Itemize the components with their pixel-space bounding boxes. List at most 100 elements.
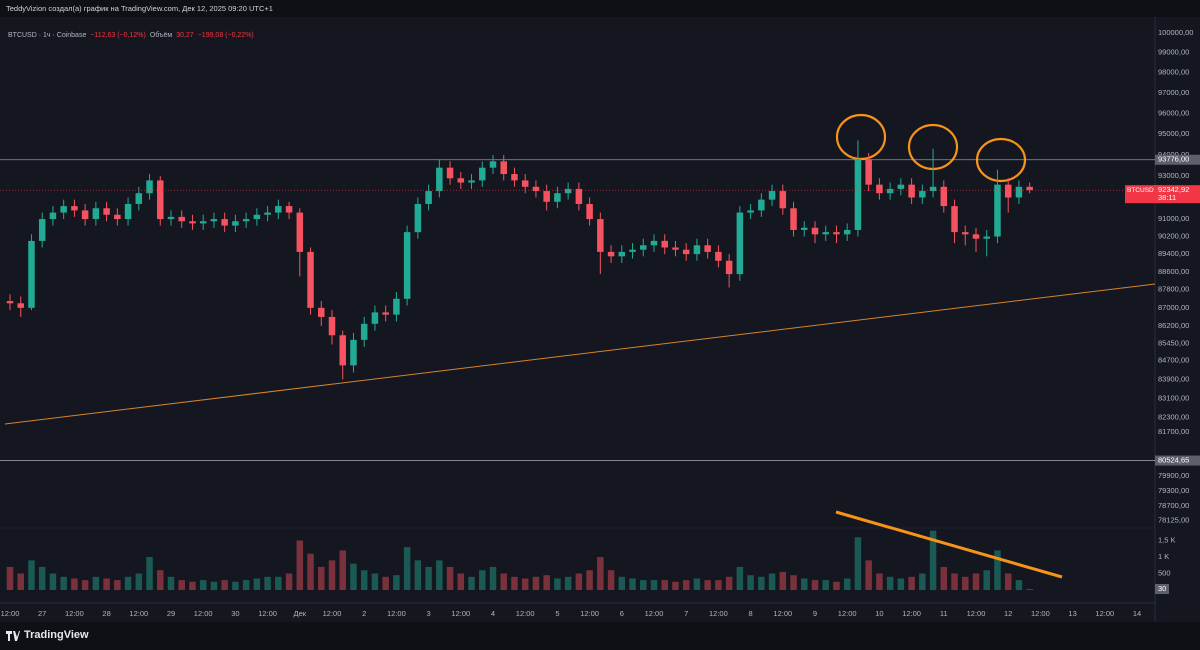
volume-bar <box>425 566 432 590</box>
y-tick-label: 78700,00 <box>1158 501 1189 510</box>
volume-bar <box>446 566 454 590</box>
volume-bar <box>38 566 46 590</box>
candle-body <box>71 206 78 211</box>
volume-trend-line <box>835 510 1063 579</box>
volume-bar <box>897 578 905 590</box>
volume-bar <box>49 573 57 590</box>
candle-body <box>28 240 35 308</box>
y-tick-label: 79300,00 <box>1158 486 1189 495</box>
volume-bar <box>822 580 829 590</box>
level-label-box <box>1155 154 1200 165</box>
candle-body <box>17 303 24 308</box>
candle-body <box>489 161 497 168</box>
candle-body <box>210 219 218 222</box>
volume-bar <box>672 581 679 590</box>
candle-body <box>307 251 314 308</box>
candle-body <box>371 312 379 324</box>
volume-bar <box>929 530 937 590</box>
x-tick-label: 14 <box>1133 609 1141 618</box>
candle-body <box>865 159 872 185</box>
volume-bar <box>843 578 851 590</box>
y-tick-label: 94000,00 <box>1158 150 1189 159</box>
x-tick-label: 5 <box>555 609 559 618</box>
candle-body <box>962 232 969 235</box>
volume-bar <box>983 570 990 590</box>
candle-body <box>575 188 583 204</box>
x-tick-label: 12:00 <box>258 609 277 618</box>
candle-body <box>242 219 250 222</box>
highlight-circle <box>835 113 887 161</box>
candle-body <box>704 245 711 252</box>
candle-body <box>908 184 915 198</box>
volume-value: 30,27 <box>176 32 194 39</box>
volume-bar <box>940 566 948 590</box>
candle-body <box>403 232 411 299</box>
volume-tick-label: 1 K <box>1158 552 1169 561</box>
volume-bar <box>146 557 153 590</box>
candle-body <box>618 251 626 257</box>
volume-bar <box>854 537 862 590</box>
volume-bar <box>951 573 958 590</box>
level-label: 80524,65 <box>1158 456 1189 465</box>
candle-body <box>500 161 507 175</box>
candle-body <box>360 323 368 340</box>
candle-body <box>339 335 346 366</box>
brand: TradingView <box>24 629 89 641</box>
candle-body <box>479 167 486 181</box>
x-tick-label: 11 <box>940 609 948 618</box>
volume-bar <box>81 580 89 590</box>
x-tick-label: 12:00 <box>902 609 921 618</box>
volume-bar <box>790 575 797 590</box>
candle-body <box>92 208 100 220</box>
candle-body <box>146 180 153 194</box>
volume-bar <box>221 580 228 590</box>
candle-body <box>6 301 14 304</box>
y-tick-label: 99000,00 <box>1158 48 1189 57</box>
candle-body <box>811 227 819 235</box>
volume-bar <box>414 560 422 590</box>
candle-body <box>790 208 797 230</box>
volume-bar <box>661 580 668 590</box>
candle-body <box>232 221 239 226</box>
volume-bar <box>189 581 196 590</box>
candle-body <box>457 178 465 183</box>
x-tick-label: 12:00 <box>1 609 20 618</box>
volume-bar <box>801 578 808 590</box>
volume-bar <box>758 576 765 590</box>
candle-body <box>511 174 518 181</box>
candle-body <box>436 167 443 192</box>
candle-body <box>607 251 615 257</box>
y-tick-label: 93000,00 <box>1158 171 1189 180</box>
x-tick-label: 8 <box>749 609 753 618</box>
volume-bar <box>693 578 701 590</box>
x-tick-label: 30 <box>231 609 239 618</box>
last-price-axis-box <box>1155 185 1200 204</box>
volume-bar <box>157 570 164 590</box>
candle-body <box>167 216 175 220</box>
y-tick-label: 100000,00 <box>1158 28 1193 37</box>
volume-bar <box>1026 589 1033 590</box>
volume-bar <box>833 581 840 590</box>
candle-body <box>199 221 207 224</box>
x-tick-label: 12:00 <box>838 609 857 618</box>
candle-body <box>189 221 196 224</box>
y-tick-label: 96000,00 <box>1158 108 1189 117</box>
candle-body <box>285 206 293 213</box>
candle-body <box>468 180 475 183</box>
volume-bar <box>962 576 969 590</box>
candle-body <box>1015 186 1023 198</box>
volume-bar <box>575 573 583 590</box>
countdown: 38:11 <box>1158 193 1176 202</box>
volume-bar <box>715 580 722 590</box>
candle-body <box>876 184 883 194</box>
volume-bar <box>350 563 357 590</box>
y-tick-label: 82300,00 <box>1158 412 1189 421</box>
volume-bar <box>682 580 690 590</box>
volume-tick-label: 1,5 K <box>1158 536 1176 545</box>
x-tick-label: 12:00 <box>709 609 728 618</box>
x-tick-label: 12:00 <box>387 609 406 618</box>
candle-body <box>929 186 937 192</box>
candle-body <box>178 216 185 222</box>
volume-bar <box>919 573 926 590</box>
